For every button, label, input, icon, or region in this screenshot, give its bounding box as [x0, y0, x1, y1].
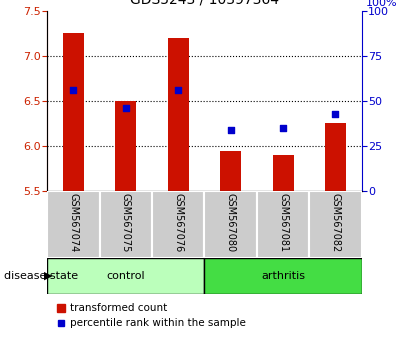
- Bar: [47, 191, 100, 258]
- Text: 100%: 100%: [366, 0, 397, 8]
- Bar: [257, 191, 309, 258]
- Text: control: control: [106, 271, 145, 281]
- Bar: [220, 150, 241, 191]
- Text: GSM567074: GSM567074: [69, 193, 79, 252]
- Bar: [47, 258, 205, 294]
- Bar: [272, 155, 293, 191]
- Point: [280, 125, 286, 131]
- Text: GSM567076: GSM567076: [173, 193, 183, 252]
- Title: GDS5243 / 10397364: GDS5243 / 10397364: [130, 0, 279, 7]
- Point: [175, 87, 182, 93]
- Point: [227, 127, 234, 133]
- Text: GSM567075: GSM567075: [121, 193, 131, 252]
- Legend: transformed count, percentile rank within the sample: transformed count, percentile rank withi…: [53, 299, 250, 332]
- Text: arthritis: arthritis: [261, 271, 305, 281]
- Bar: [168, 38, 189, 191]
- Bar: [115, 101, 136, 191]
- Text: GSM567080: GSM567080: [226, 193, 236, 252]
- Point: [70, 87, 77, 93]
- Text: disease state: disease state: [4, 271, 78, 281]
- Bar: [309, 191, 362, 258]
- Text: GSM567082: GSM567082: [330, 193, 340, 252]
- Text: ▶: ▶: [44, 271, 53, 281]
- Bar: [325, 124, 346, 191]
- Bar: [100, 191, 152, 258]
- Bar: [205, 191, 257, 258]
- Point: [332, 112, 339, 117]
- Bar: [63, 33, 84, 191]
- Bar: [152, 191, 205, 258]
- Bar: [205, 258, 362, 294]
- Point: [122, 105, 129, 111]
- Text: GSM567081: GSM567081: [278, 193, 288, 252]
